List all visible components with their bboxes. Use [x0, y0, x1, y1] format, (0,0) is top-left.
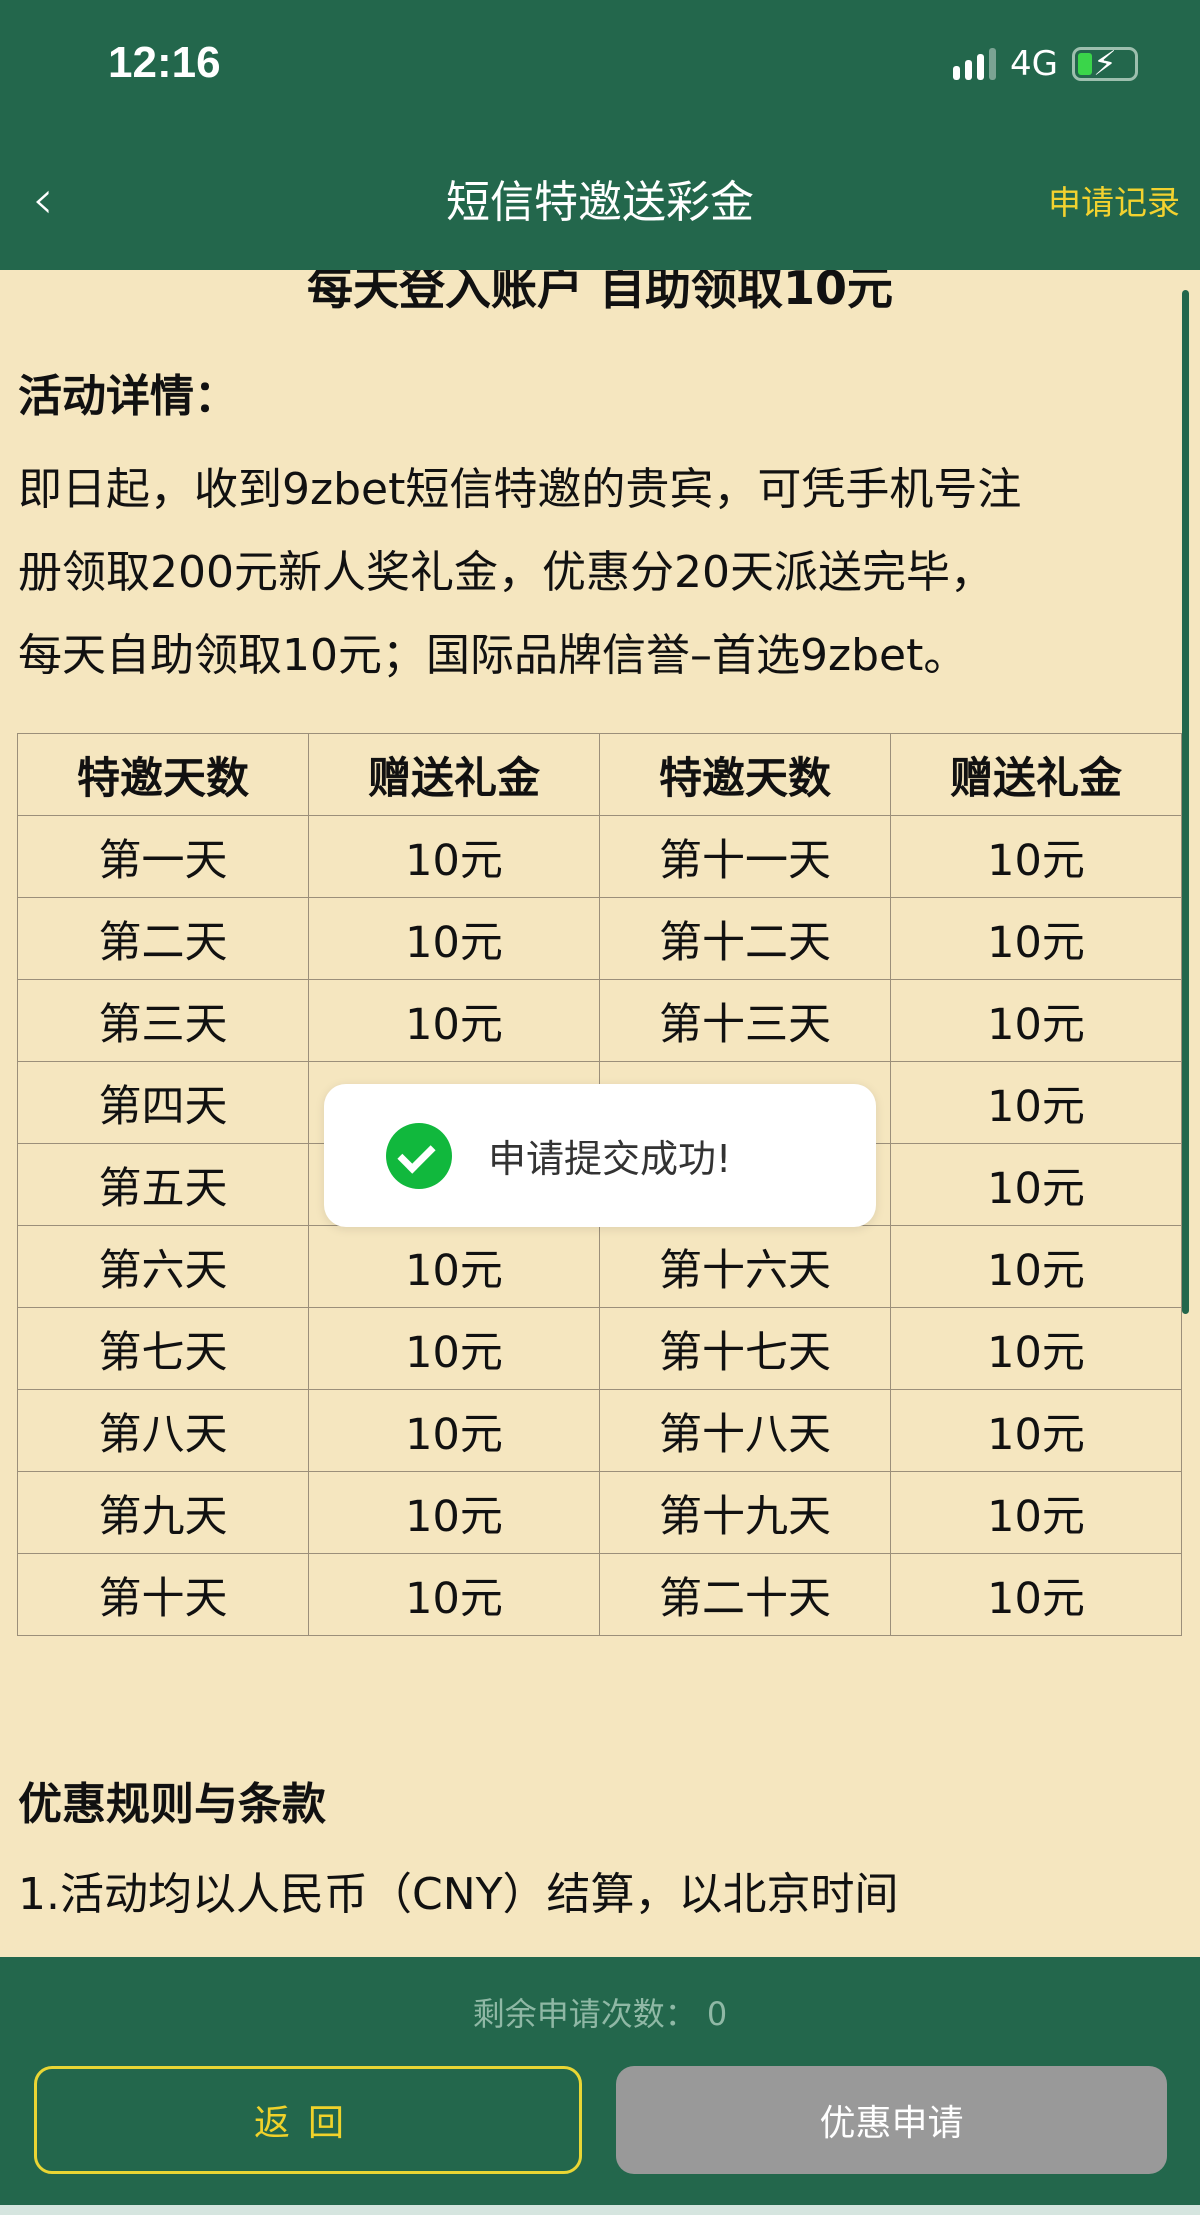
table-cell: 第十三天	[599, 979, 891, 1062]
status-time: 12:16	[108, 38, 221, 87]
table-cell: 10元	[890, 1389, 1182, 1472]
table-row: 第一天 10元 第十一天 10元	[17, 815, 1182, 898]
table-cell: 10元	[308, 1307, 600, 1390]
table-cell: 10元	[308, 1389, 600, 1472]
apply-button[interactable]: 优惠申请	[616, 2066, 1167, 2174]
table-cell: 第二十天	[599, 1553, 891, 1636]
table-cell: 第八天	[17, 1389, 309, 1472]
table-cell: 第六天	[17, 1225, 309, 1308]
table-cell: 第十一天	[599, 815, 891, 898]
app-header: 12:16 4G ⚡ ‹ 短信特邀送彩金 申请记录	[0, 0, 1200, 270]
rules-heading: 优惠规则与条款	[18, 1779, 326, 1830]
column-header: 赠送礼金	[308, 733, 600, 816]
table-cell: 第三天	[17, 979, 309, 1062]
column-header: 特邀天数	[17, 733, 309, 816]
table-cell: 10元	[890, 1143, 1182, 1226]
chevron-left-icon[interactable]: ‹	[32, 168, 54, 231]
table-cell: 第十八天	[599, 1389, 891, 1472]
table-cell: 10元	[308, 1471, 600, 1554]
table-cell: 第十六天	[599, 1225, 891, 1308]
details-line: 册领取200元新人奖礼金，优惠分20天派送完毕，	[18, 547, 994, 598]
table-cell: 10元	[890, 979, 1182, 1062]
scrollbar[interactable]	[1182, 290, 1189, 1314]
table-cell: 10元	[308, 979, 600, 1062]
table-row: 第九天 10元 第十九天 10元	[17, 1471, 1182, 1554]
table-cell: 10元	[890, 1471, 1182, 1554]
table-cell: 10元	[308, 815, 600, 898]
rules-line: 1.活动均以人民币（CNY）结算，以北京时间	[18, 1869, 899, 1920]
status-icons: 4G ⚡	[953, 44, 1138, 84]
table-row: 第三天 10元 第十三天 10元	[17, 979, 1182, 1062]
table-row: 第八天 10元 第十八天 10元	[17, 1389, 1182, 1472]
column-header: 特邀天数	[599, 733, 891, 816]
table-cell: 第十天	[17, 1553, 309, 1636]
table-cell: 10元	[890, 1225, 1182, 1308]
column-header: 赠送礼金	[890, 733, 1182, 816]
table-cell: 第七天	[17, 1307, 309, 1390]
table-cell: 第一天	[17, 815, 309, 898]
details-heading: 活动详情：	[18, 371, 238, 422]
footer: 剩余申请次数： 0 返回 优惠申请	[0, 1957, 1200, 2205]
table-cell: 10元	[308, 897, 600, 980]
table-cell: 第九天	[17, 1471, 309, 1554]
table-cell: 第十七天	[599, 1307, 891, 1390]
table-cell: 第二天	[17, 897, 309, 980]
success-toast: 申请提交成功!	[324, 1084, 876, 1227]
remaining-count: 剩余申请次数： 0	[472, 1995, 728, 2033]
table-row: 第二天 10元 第十二天 10元	[17, 897, 1182, 980]
details-line: 即日起，收到9zbet短信特邀的贵宾，可凭手机号注	[18, 464, 1022, 515]
details-line: 每天自助领取10元；国际品牌信誉–首选9zbet。	[18, 630, 968, 681]
table-row: 第七天 10元 第十七天 10元	[17, 1307, 1182, 1390]
home-indicator-bar	[0, 2205, 1200, 2215]
table-cell: 第十九天	[599, 1471, 891, 1554]
table-cell: 10元	[308, 1225, 600, 1308]
table-cell: 第十二天	[599, 897, 891, 980]
back-button[interactable]: 返回	[34, 2066, 582, 2174]
table-cell: 10元	[308, 1553, 600, 1636]
promo-heading: 每天登入账户 自助领取10元	[306, 261, 894, 315]
table-cell: 第四天	[17, 1061, 309, 1144]
table-row: 第六天 10元 第十六天 10元	[17, 1225, 1182, 1308]
table-cell: 10元	[890, 1307, 1182, 1390]
records-link[interactable]: 申请记录	[1048, 183, 1180, 222]
table-cell: 10元	[890, 1061, 1182, 1144]
page-title: 短信特邀送彩金	[446, 177, 754, 228]
toast-message: 申请提交成功!	[488, 1137, 732, 1181]
details-text: 即日起，收到9zbet短信特邀的贵宾，可凭手机号注 册领取200元新人奖礼金，优…	[18, 448, 1188, 697]
table-cell: 10元	[890, 897, 1182, 980]
table-row: 第十天 10元 第二十天 10元	[17, 1553, 1182, 1636]
check-circle-icon	[386, 1122, 452, 1189]
battery-charging-icon: ⚡	[1072, 44, 1138, 84]
network-type: 4G	[1010, 44, 1058, 84]
table-cell: 10元	[890, 815, 1182, 898]
table-cell: 第五天	[17, 1143, 309, 1226]
signal-icon	[953, 48, 997, 80]
table-cell: 10元	[890, 1553, 1182, 1636]
